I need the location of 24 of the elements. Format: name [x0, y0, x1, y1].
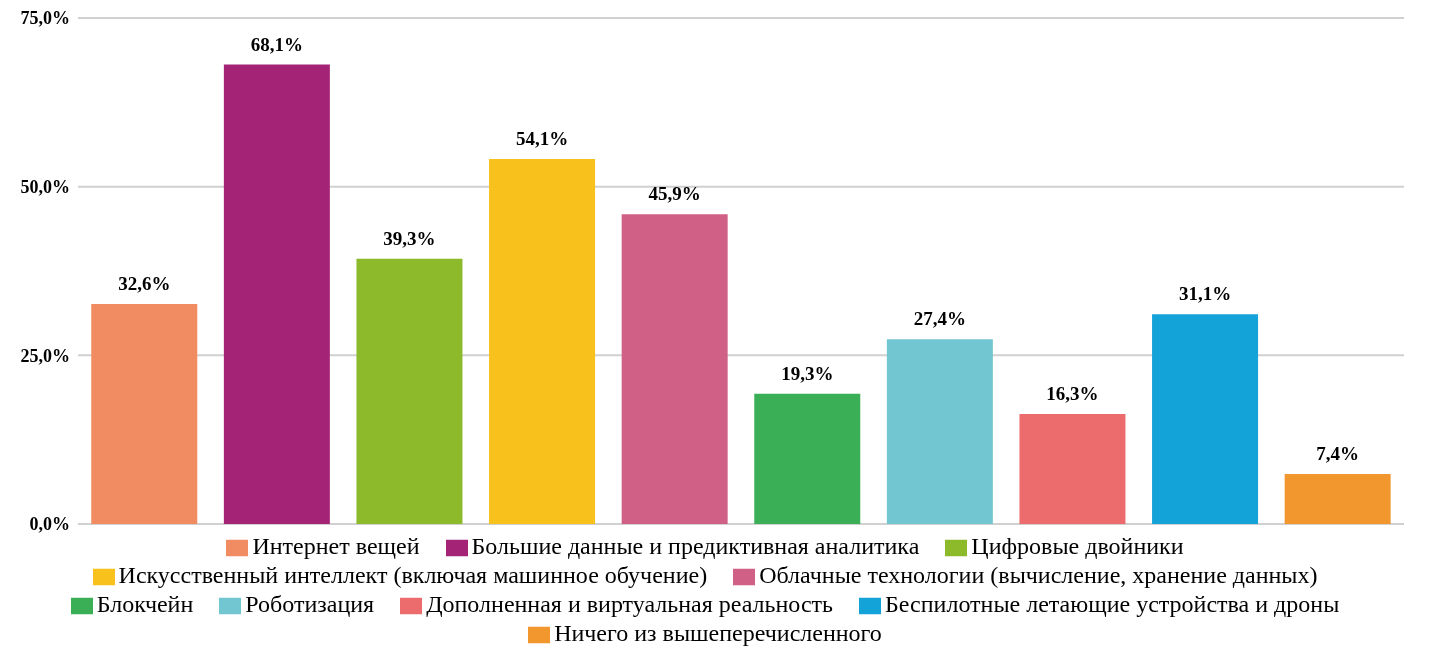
data-label: 7,4%: [1316, 443, 1360, 465]
legend-label: Блокчейн: [96, 591, 194, 617]
legend-label: Облачные технологии (вычисление, хранение данных): [759, 562, 1318, 588]
legend-label: Дополненная и виртуальная реальность: [426, 591, 834, 617]
y-tick-label: 0,0%: [29, 514, 70, 535]
data-label: 19,3%: [781, 362, 834, 384]
legend-label: Роботизация: [245, 591, 375, 617]
legend-label: Интернет вещей: [252, 533, 420, 559]
legend-label: Искусственный интеллект (включая машинное обучение): [118, 562, 708, 588]
data-label: 32,6%: [118, 273, 171, 295]
y-tick-label: 75,0%: [20, 8, 70, 29]
data-label: 27,4%: [913, 308, 966, 330]
legend-label: Ничего из вышеперечисленного: [554, 620, 882, 646]
legend-label: Цифровые двойники: [971, 533, 1184, 559]
data-label: 39,3%: [383, 227, 436, 249]
legend-label: Беспилотные летающие устройства и дроны: [885, 591, 1340, 617]
y-tick-label: 50,0%: [20, 177, 70, 198]
data-label: 68,1%: [250, 33, 303, 55]
data-label: 16,3%: [1046, 383, 1099, 405]
legend-label: Большие данные и предиктивная аналитика: [471, 533, 920, 559]
data-label: 54,1%: [515, 128, 569, 150]
data-label: 45,9%: [648, 183, 701, 205]
y-tick-label: 25,0%: [20, 345, 70, 366]
data-label: 31,1%: [1178, 283, 1232, 305]
